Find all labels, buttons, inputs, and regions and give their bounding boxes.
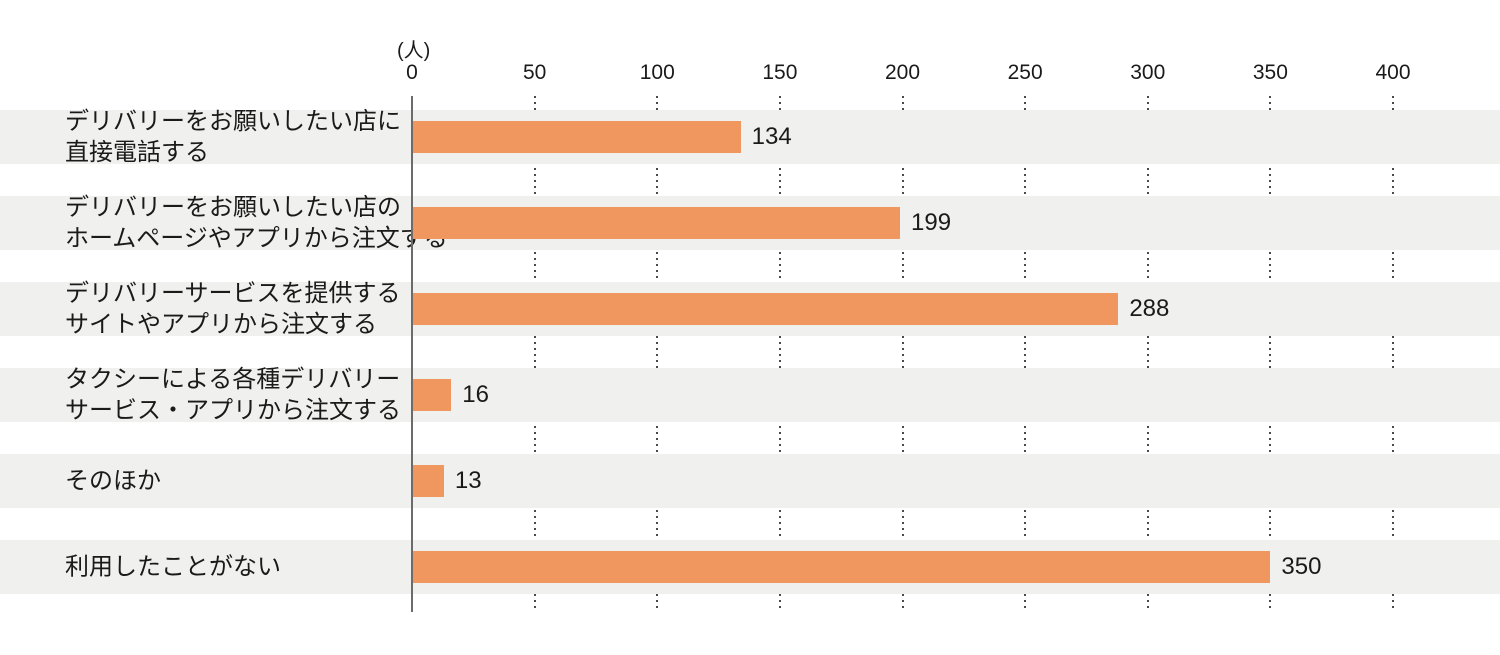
gridline-250	[1024, 96, 1027, 612]
x-tick-label-50: 50	[522, 61, 547, 84]
axis-unit-label: (人)	[397, 40, 431, 62]
category-label-line: そのほか	[65, 467, 161, 495]
value-bar	[412, 379, 452, 411]
value-label: 13	[454, 467, 482, 494]
gridline-300	[1146, 96, 1149, 612]
gridline-50	[533, 96, 536, 612]
category-label-line: デリバリーをお願いしたい店に	[65, 108, 401, 135]
value-label: 134	[751, 123, 792, 150]
category-label-line: デリバリーサービスを提供する	[65, 280, 401, 307]
value-label: 16	[462, 381, 489, 408]
category-label-line: 直接電話する	[65, 139, 209, 166]
value-label: 288	[1129, 295, 1170, 322]
x-tick-label-350: 350	[1252, 61, 1288, 84]
value-bar	[412, 465, 444, 497]
category-label-line: サービス・アプリから注文する	[65, 397, 401, 424]
gridline-100	[656, 96, 659, 612]
x-tick-label-200: 200	[884, 61, 921, 84]
category-label-line: 利用したことがない	[65, 553, 281, 581]
value-bar	[412, 207, 901, 239]
value-bar	[412, 551, 1271, 583]
gridline-150	[778, 96, 781, 612]
gridline-200	[901, 96, 904, 612]
x-tick-label-100: 100	[639, 61, 675, 84]
category-label: デリバリーをお願いしたい店のホームページやアプリから注文する	[65, 192, 448, 254]
x-tick-label-250: 250	[1007, 61, 1043, 84]
x-tick-label-400: 400	[1375, 61, 1411, 84]
value-bar	[412, 293, 1119, 325]
category-label: タクシーによる各種デリバリー サービス・アプリから注文する	[65, 364, 410, 426]
value-bar	[412, 121, 741, 153]
category-label: デリバリーサービスを提供する サイトやアプリから注文する	[65, 278, 410, 340]
x-tick-label-300: 300	[1130, 61, 1166, 84]
category-label: そのほか	[65, 466, 410, 497]
gridline-350	[1269, 96, 1272, 612]
x-tick-label-0: 0	[406, 61, 418, 84]
category-label: デリバリーをお願いしたい店に 直接電話する	[65, 106, 410, 168]
row-band	[0, 110, 1500, 164]
category-label: 利用したことがない	[65, 552, 410, 583]
category-label-line: タクシーによる各種デリバリー	[65, 366, 401, 393]
value-label: 199	[911, 209, 952, 236]
x-tick-label-150: 150	[762, 61, 798, 84]
y-axis-line	[411, 96, 413, 612]
category-label-line: サイトやアプリから注文する	[65, 311, 377, 338]
value-label: 350	[1281, 553, 1322, 580]
row-band	[0, 368, 1500, 422]
category-label-line: デリバリーをお願いしたい店の	[65, 194, 401, 221]
category-label-line: ホームページやアプリから注文する	[65, 225, 448, 252]
row-band	[0, 454, 1500, 508]
gridline-400	[1392, 96, 1394, 612]
